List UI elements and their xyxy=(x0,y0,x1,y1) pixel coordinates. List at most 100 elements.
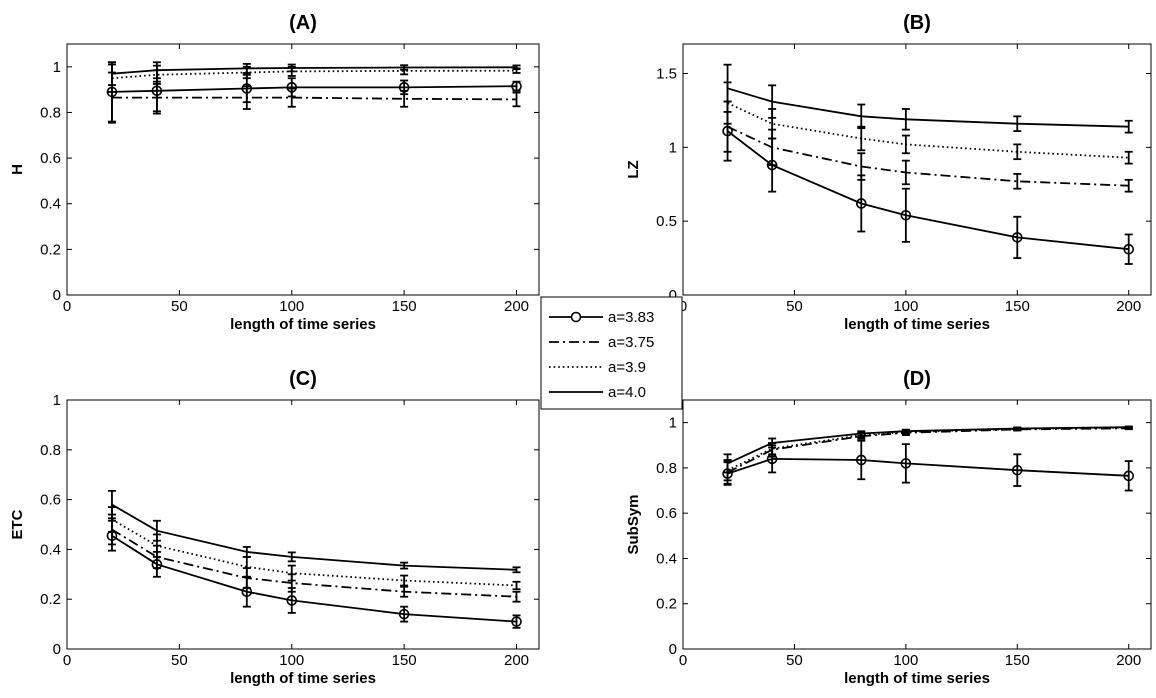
y-axis-label: LZ xyxy=(625,160,642,178)
data-point-marker xyxy=(286,595,298,606)
panel-1: 0 50 100 150 200 0 0.2 0.4 0.6 0.8 1 (A) length of t… xyxy=(9,12,540,333)
plot-frame xyxy=(682,399,1152,650)
panel-title: (A) xyxy=(289,12,317,34)
x-tick-label: 0 xyxy=(63,298,71,315)
data-point-marker xyxy=(855,198,867,209)
series-solid xyxy=(107,61,521,86)
x-tick-label: 100 xyxy=(893,298,918,315)
x-tick-label: 50 xyxy=(786,652,803,669)
x-tick-label: 150 xyxy=(1005,298,1030,315)
data-point-marker xyxy=(1011,232,1023,243)
x-tick-label: 0 xyxy=(63,652,71,669)
panel-3: 0 50 100 150 200 0 0.2 0.4 0.6 0.8 1 (C) length of t… xyxy=(9,368,540,687)
legend-marker xyxy=(570,311,582,323)
data-point-marker xyxy=(1011,464,1023,476)
legend-label: a=3.75 xyxy=(608,334,654,351)
series-line xyxy=(727,102,1129,159)
y-tick-label: 0.4 xyxy=(40,541,61,558)
series-dashdot xyxy=(723,426,1133,485)
y-tick-label: 0.6 xyxy=(656,505,677,522)
y-tick-label: 0.8 xyxy=(656,460,677,477)
y-tick-label: 1 xyxy=(669,139,677,156)
legend-label: a=3.83 xyxy=(608,309,654,326)
y-tick-label: 0 xyxy=(669,641,677,658)
data-point-marker xyxy=(855,454,867,466)
series-dashdot xyxy=(107,71,521,124)
y-tick-label: 0.2 xyxy=(656,596,677,613)
y-tick-label: 0.6 xyxy=(40,150,61,167)
plot-frame xyxy=(682,43,1152,296)
y-tick-label: 0.2 xyxy=(40,591,61,608)
series-dashdot xyxy=(723,100,1133,193)
data-point-marker xyxy=(511,616,522,627)
x-tick-label: 0 xyxy=(679,298,687,315)
x-tick-label: 200 xyxy=(504,652,529,669)
panel-2: 0 50 100 150 200 0 0.5 1 1.5 (B) length of time se… xyxy=(625,12,1152,333)
x-tick-label: 100 xyxy=(279,298,304,315)
series-solid-circle xyxy=(722,439,1135,492)
x-tick-label: 150 xyxy=(1005,652,1030,669)
y-tick-label: 0.6 xyxy=(40,492,61,509)
y-tick-label: 1 xyxy=(669,415,677,432)
series-line xyxy=(111,503,517,571)
series-line xyxy=(727,87,1129,128)
data-point-marker xyxy=(900,209,912,221)
series-dashdot xyxy=(107,513,521,603)
y-tick-label: 0.4 xyxy=(656,550,677,567)
y-tick-label: 0.8 xyxy=(40,104,61,121)
y-tick-label: 0 xyxy=(53,287,61,304)
x-axis-label: length of time series xyxy=(844,316,990,333)
data-point-marker xyxy=(1123,470,1135,482)
x-tick-label: 150 xyxy=(392,298,417,315)
y-tick-label: 1 xyxy=(53,59,61,76)
x-tick-label: 50 xyxy=(171,652,188,669)
x-tick-label: 200 xyxy=(1116,298,1141,315)
panel-title: (C) xyxy=(289,368,317,390)
y-axis-label: SubSym xyxy=(625,494,642,554)
series-line xyxy=(727,427,1129,474)
y-tick-label: 1 xyxy=(53,392,61,409)
series-dotted xyxy=(107,506,521,591)
series-dotted xyxy=(723,81,1133,165)
series-line xyxy=(727,426,1129,472)
legend-label: a=3.9 xyxy=(608,359,646,376)
series-line xyxy=(111,69,517,80)
y-tick-label: 0 xyxy=(53,641,61,658)
x-tick-label: 200 xyxy=(504,298,529,315)
x-axis-label: length of time series xyxy=(230,316,376,333)
x-tick-label: 0 xyxy=(679,652,687,669)
series-line xyxy=(111,518,517,587)
panel-title: (D) xyxy=(903,368,931,390)
y-tick-label: 1.5 xyxy=(656,66,677,83)
x-tick-label: 50 xyxy=(786,298,803,315)
x-tick-label: 100 xyxy=(893,652,918,669)
data-point-marker xyxy=(1123,243,1135,255)
plot-frame xyxy=(66,43,540,296)
y-axis-label: ETC xyxy=(9,509,26,539)
x-tick-label: 150 xyxy=(392,652,417,669)
series-line xyxy=(727,125,1129,187)
plot-frame xyxy=(66,399,540,650)
series-solid xyxy=(723,63,1133,134)
series-line xyxy=(727,130,1129,251)
x-tick-label: 100 xyxy=(279,652,304,669)
panel-4: 0 50 100 150 200 0 0.2 0.4 0.6 0.8 1 (D) length of t… xyxy=(625,368,1152,687)
x-tick-label: 200 xyxy=(1116,652,1141,669)
y-tick-label: 0 xyxy=(669,287,677,304)
y-tick-label: 0.8 xyxy=(40,442,61,459)
series-line xyxy=(111,528,517,598)
data-point-marker xyxy=(511,80,522,92)
series-line xyxy=(727,426,1129,465)
x-axis-label: length of time series xyxy=(230,670,376,687)
series-line xyxy=(111,66,517,75)
series-line xyxy=(111,534,517,623)
series-line xyxy=(111,85,517,93)
data-point-marker xyxy=(900,458,912,469)
y-tick-label: 0.4 xyxy=(40,196,61,213)
series-solid-circle xyxy=(106,519,522,629)
series-solid xyxy=(723,425,1133,474)
legend: a=3.83 a=3.75 a=3.9 a=4.0 xyxy=(540,296,683,410)
series-line xyxy=(727,457,1129,477)
